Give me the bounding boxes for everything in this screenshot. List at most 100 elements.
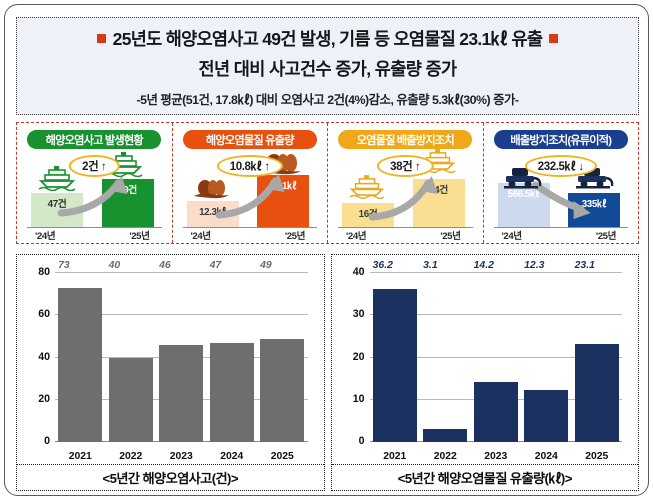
chart-xtick-label: 2025 [585,451,609,462]
chart-bar-value-label: 73 [58,260,70,271]
pump-truck-icon-4-prev [503,168,541,189]
chart-ytick-label: 30 [352,308,365,321]
chart-bar: 23.1 [574,260,619,442]
card-title-3: 오염물질 배출방지조치 [338,130,473,149]
chart-ytick-label: 0 [358,435,365,447]
chart-bar-value-label: 47 [209,260,222,271]
chart-xtick-label: 2025 [270,451,294,462]
chart-bar: 73 [58,260,103,442]
card-badge-3: 38건 ↑ [377,155,434,177]
chart-plot-area-1: 0 10 20 30 40 36.2 3.1 14.2 12.3 23.1 [353,260,623,447]
card-body-1: 2건 ↑ [23,151,166,243]
chart-bar: 40 [108,260,153,442]
card-xlabel-prev-3: '24년 [346,231,367,242]
chart-xtick-label: 2024 [534,451,558,462]
chart-bar-column: 40 [108,260,153,442]
card-baseline-1 [27,227,162,228]
chart-ytick-label: 20 [38,392,50,405]
ship-icon-3-prev [349,175,385,199]
square-marker-right-icon [549,34,559,43]
card-bar-curr-3: 54건 [412,179,465,227]
chart-gridline: 60 [38,308,308,320]
chart-bar-column: 49 [260,260,305,442]
chart-bar-column: 36.2 [372,260,417,442]
chart-ytick-label: 20 [352,350,365,363]
chart-plot-0: 0 20 40 60 80 73 40 46 47 49 2021 2022 2023 2024 2025 [25,260,314,464]
chart-bar-column: 3.1 [423,260,468,442]
chart-bar: 12.3 [524,260,569,442]
chart-bar: 14.2 [473,260,518,442]
chart-bar-value-label: 3.1 [423,260,438,271]
chart-bar-value-label: 14.2 [473,260,494,271]
chart-bar-value-label: 23.1 [574,260,595,271]
chart-bar-value-label: 49 [260,260,272,271]
card-xlabel-curr-4: '25년 [595,231,617,242]
card-body-2: 10.8㎘ ↑ [179,151,322,243]
chart-incidents-5yr: 0 20 40 60 80 73 40 46 47 49 2021 2022 2023 2024 2025… [16,254,325,491]
chart-ytick-label: 10 [352,392,365,405]
chart-spill-volume-5yr: 0 10 20 30 40 36.2 3.1 14.2 12.3 23.1 2021 2022 202… [330,254,639,491]
page-subtitle-bold: 전년 대비 사고건수 증가, 유출량 증가 [198,59,457,79]
square-marker-left-icon [96,34,106,43]
chart-gridline: 40 [353,266,622,278]
chart-bar: 46 [159,260,204,442]
card-baseline-4 [493,227,628,228]
page-subtitle-note: -5년 평균(51건, 17.8㎘) 대비 오염사고 2건(4%)감소, 유출량… [136,93,519,107]
card-bar-prev-2: 12.3㎘ [186,201,239,227]
card-xlabel-curr-3: '25년 [440,231,461,242]
title-line-1-row: 25년도 해양오염사고 49건 발생, 기름 등 오염물질 23.1㎘ 유출 [17,26,638,51]
card-badge-4: 232.5㎘ ↓ [524,155,597,177]
card-body-3: 38건 ↑ [334,149,477,243]
card-badge-2: 10.8㎘ ↑ [216,155,283,177]
chart-bar-column: 12.3 [524,260,569,442]
chart-xtick-label: 2022 [119,451,143,462]
card-title-4: 배출방지조치(유류이적) [493,130,628,149]
card-oil-transfer-actions: 배출방지조치(유류이적) 232.5㎘ ↓ [482,123,639,243]
card-discharge-prevention-actions: 오염물질 배출방지조치 38건 ↑ [327,123,483,243]
chart-xtick-label: 2023 [484,451,508,462]
chart-bar-column: 46 [159,260,204,442]
chart-bar-value-label: 36.2 [372,260,393,271]
chart-ytick-label: 0 [44,435,50,447]
chart-gridline: 20 [353,351,622,363]
chart-bar-value-label: 12.3 [524,260,545,271]
chart-bars-layer: 73 40 46 47 49 [55,260,308,442]
chart-caption-0: <5년간 해양오염사고(건)> [17,464,324,490]
chart-bar-value-label: 40 [108,260,121,271]
card-xlabel-curr-2: '25년 [284,231,306,242]
header-banner: 25년도 해양오염사고 49건 발생, 기름 등 오염물질 23.1㎘ 유출 전… [16,17,639,115]
card-pollutant-spill-volume: 해양오염물질 유출량 10.8㎘ ↑ [171,123,328,243]
card-title-2: 해양오염물질 유출량 [182,130,317,149]
summary-cards-strip: 해양오염사고 발생현황 2건 ↑ [16,122,639,244]
card-bar-curr-1: 49건 [101,179,154,227]
chart-bar: 47 [209,260,254,442]
card-xlabel-prev-4: '24년 [501,231,523,242]
card-xlabel-prev-2: '24년 [190,231,212,242]
chart-caption-1: <5년간 해양오염물질 유출량(㎘)> [331,464,638,490]
card-baseline-3 [338,227,473,228]
chart-bar-value-label: 46 [159,260,171,271]
chart-bars-layer: 36.2 3.1 14.2 12.3 23.1 [370,260,623,442]
chart-bar: 3.1 [423,260,468,442]
chart-bar-column: 14.2 [473,260,518,442]
chart-bar-column: 23.1 [574,260,619,442]
chart-ytick-label: 40 [38,350,50,363]
charts-row: 0 20 40 60 80 73 40 46 47 49 2021 2022 2023 2024 2025… [16,254,639,491]
card-xlabel-curr-1: '25년 [129,231,150,242]
chart-bar-column: 73 [58,260,103,442]
chart-xaxis-1: 2021 2022 2023 2024 2025 [370,451,623,462]
card-badge-1: 2건 ↑ [69,155,120,177]
chart-ytick-label: 40 [352,266,365,278]
chart-gridline: 80 [38,266,308,278]
chart-bar-column: 47 [209,260,254,442]
oil-barrel-icon-2-prev [193,180,229,199]
card-xlabel-prev-1: '24년 [35,231,56,242]
chart-xtick-label: 2023 [169,451,193,462]
chart-xaxis-0: 2021 2022 2023 2024 2025 [55,451,308,462]
page-title: 25년도 해양오염사고 49건 발생, 기름 등 오염물질 23.1㎘ 유출 [112,29,543,49]
card-body-4: 232.5㎘ ↓ [490,151,633,243]
card-bar-prev-3: 16건 [342,203,394,227]
card-bar-curr-4: 335㎘ [568,193,620,227]
chart-xtick-label: 2021 [68,451,92,462]
chart-ytick-label: 60 [38,308,50,321]
